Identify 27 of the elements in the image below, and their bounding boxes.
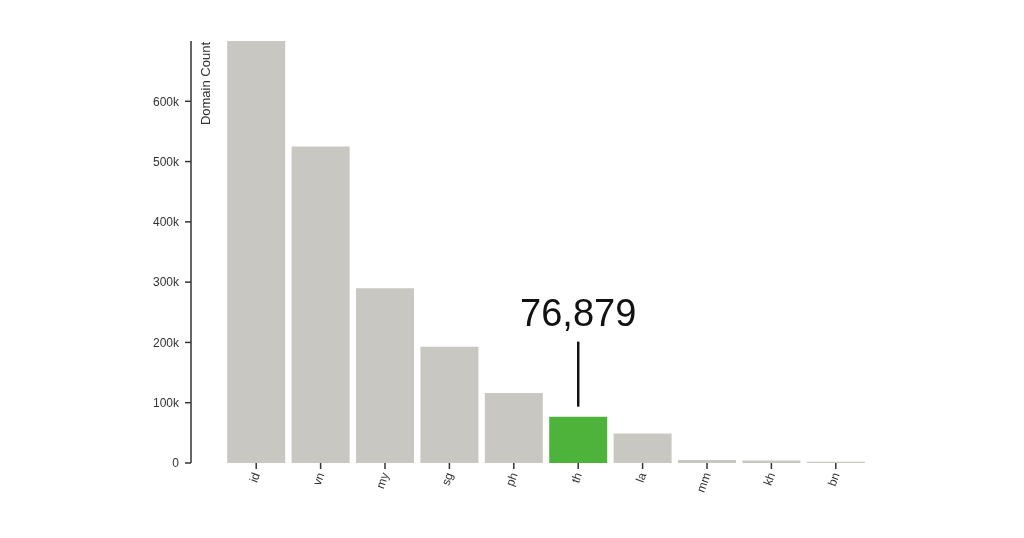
x-tick-label: ph: [502, 470, 521, 489]
x-tick-label: my: [373, 470, 392, 491]
x-tick-label: id: [246, 470, 263, 485]
bar: [227, 41, 286, 463]
x-tick-label: mm: [693, 470, 714, 495]
x-tick-label: la: [633, 470, 650, 485]
x-tick-label: sg: [438, 470, 457, 488]
y-axis-title: Domain Count: [198, 41, 213, 126]
data-label: 76,879: [520, 291, 637, 334]
bar: [291, 146, 350, 463]
y-tick-label: 200k: [152, 335, 180, 350]
y-tick-label: 300k: [152, 275, 180, 290]
bar: [484, 393, 543, 463]
y-tick-label: 500k: [152, 154, 180, 169]
bar: [356, 288, 415, 463]
x-tick-label: bn: [824, 470, 843, 489]
y-tick-label: 0: [172, 456, 180, 471]
y-tick-label: 400k: [152, 215, 180, 230]
bar: [549, 416, 608, 463]
bar: [613, 433, 672, 463]
x-tick-label: kh: [760, 470, 779, 488]
bar: [420, 346, 479, 463]
y-tick-label: 100k: [152, 395, 180, 410]
x-tick-label: th: [568, 470, 585, 485]
bar: [678, 459, 737, 463]
x-tick-label: vn: [309, 470, 328, 488]
y-tick-label: 600k: [152, 94, 180, 109]
